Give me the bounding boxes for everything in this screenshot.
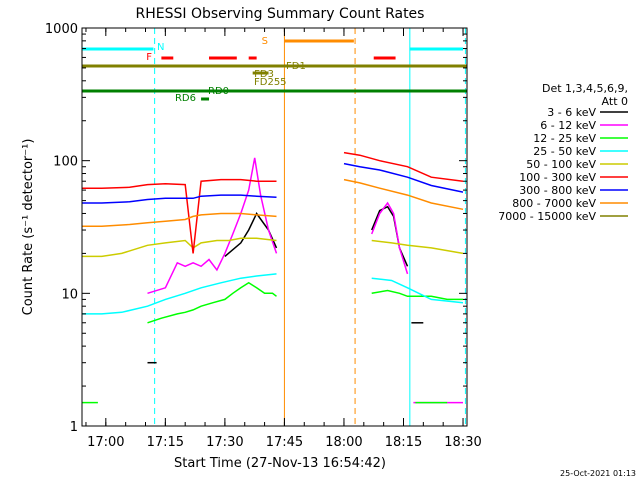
x-axis-label: Start Time (27-Nov-13 16:54:42) — [174, 456, 386, 471]
legend-label-5: 100 - 300 keV — [519, 171, 596, 184]
series-line-3-seg-1 — [371, 277, 464, 304]
legend-header-1: Att 0 — [602, 95, 628, 108]
series-line-7-seg-1 — [343, 178, 464, 211]
x-tick-label-3: 17:45 — [266, 435, 303, 450]
flag-label-f: F — [146, 52, 152, 63]
legend-label-1: 6 - 12 keV — [540, 119, 596, 132]
legend-label-7: 800 - 7000 keV — [512, 197, 596, 210]
y-axis-label: Count Rate (s⁻¹ detector⁻¹) — [21, 139, 36, 316]
flag-label-rd6: RD6 — [175, 93, 196, 104]
timestamp: 25-Oct-2021 01:13 — [560, 469, 636, 478]
x-tick-label-4: 18:00 — [325, 435, 362, 450]
x-tick-label-1: 17:15 — [147, 435, 184, 450]
series-line-7-seg-0 — [82, 212, 277, 228]
y-tick-label-0: 1 — [70, 420, 78, 435]
flag-label-n: N — [157, 42, 164, 53]
series-line-1-seg-1 — [371, 201, 409, 275]
series-line-4-seg-0 — [82, 237, 277, 258]
legend-header-0: Det 1,3,4,5,6,9, — [542, 82, 628, 95]
chart-title: RHESSI Observing Summary Count Rates — [136, 6, 425, 22]
series-line-5-seg-0 — [82, 178, 277, 254]
legend-label-0: 3 - 6 keV — [547, 106, 596, 119]
series-line-6-seg-1 — [343, 162, 464, 193]
legend-label-8: 7000 - 15000 keV — [498, 210, 596, 223]
y-tick-label-3: 1000 — [45, 22, 78, 37]
series-line-6-seg-0 — [82, 194, 277, 204]
flag-label-rd0: RD0 — [208, 86, 229, 97]
legend-label-3: 25 - 50 keV — [533, 145, 596, 158]
y-tick-label-2: 100 — [53, 155, 78, 170]
x-tick-label-2: 17:30 — [206, 435, 243, 450]
x-tick-label-0: 17:00 — [87, 435, 124, 450]
x-tick-label-5: 18:15 — [385, 435, 422, 450]
legend-label-4: 50 - 100 keV — [526, 158, 596, 171]
legend-label-6: 300 - 800 keV — [519, 184, 596, 197]
series-line-4-seg-1 — [371, 239, 464, 255]
legend-label-2: 12 - 25 keV — [533, 132, 596, 145]
series-line-2-seg-1 — [147, 281, 277, 324]
flag-label-s: S — [262, 36, 268, 47]
y-tick-label-1: 10 — [61, 287, 78, 302]
series-line-1-seg-0 — [147, 157, 278, 295]
x-tick-label-6: 18:30 — [444, 435, 481, 450]
series-line-2-seg-2 — [371, 289, 463, 301]
flag-label-fd3: FD3 — [254, 69, 274, 80]
series-line-3-seg-0 — [82, 273, 277, 315]
flag-label-fd255: FD255 — [254, 77, 287, 88]
series-line-5-seg-1 — [343, 151, 464, 182]
plot-frame — [81, 27, 468, 427]
flag-label-fd1: FD1 — [286, 61, 306, 72]
